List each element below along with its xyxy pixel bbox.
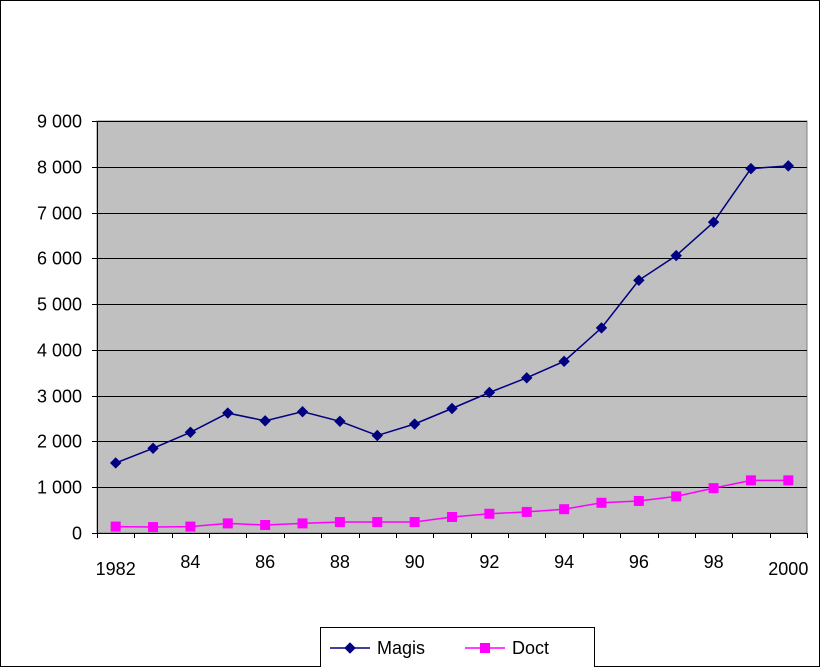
legend-label: Doct bbox=[512, 638, 549, 658]
data-point bbox=[480, 643, 490, 653]
data-point bbox=[521, 372, 533, 384]
y-tick-label: 8 000 bbox=[37, 158, 82, 178]
data-point bbox=[707, 216, 720, 228]
y-tick-label: 3 000 bbox=[37, 387, 82, 407]
data-point bbox=[184, 426, 197, 438]
data-point bbox=[408, 418, 421, 430]
axes: 0 1 000 2 000 3 000 4 000 5 000 6 000 7 000 8 00… bbox=[37, 112, 808, 580]
legend-item-doct: Doct bbox=[465, 638, 549, 658]
data-point bbox=[484, 508, 495, 519]
data-point bbox=[222, 518, 233, 529]
data-point bbox=[446, 402, 458, 415]
y-tick-label: 1 000 bbox=[37, 478, 82, 498]
data-point bbox=[782, 160, 795, 172]
data-point bbox=[109, 457, 122, 469]
data-point bbox=[148, 522, 159, 533]
x-tick-label: 86 bbox=[255, 552, 275, 572]
data-point bbox=[671, 491, 682, 502]
data-point bbox=[296, 405, 309, 418]
x-tick-label: 90 bbox=[405, 552, 425, 572]
y-tick-label: 2 000 bbox=[37, 432, 82, 452]
data-point bbox=[110, 521, 121, 532]
data-point bbox=[558, 355, 570, 368]
y-tick-label: 0 bbox=[72, 524, 82, 544]
data-point bbox=[596, 497, 607, 508]
y-tick-label: 6 000 bbox=[37, 249, 82, 269]
y-tick-label: 9 000 bbox=[37, 112, 82, 132]
series-magis bbox=[109, 160, 795, 469]
data-point bbox=[297, 518, 308, 529]
data-point bbox=[222, 407, 234, 419]
data-point bbox=[708, 483, 719, 494]
data-point bbox=[372, 517, 383, 528]
data-point bbox=[745, 162, 757, 175]
gridlines bbox=[97, 121, 807, 488]
data-point bbox=[633, 495, 644, 506]
data-point bbox=[745, 475, 756, 486]
data-point bbox=[409, 517, 420, 528]
data-point bbox=[334, 415, 346, 428]
y-tick-label: 4 000 bbox=[37, 341, 82, 361]
data-point bbox=[371, 429, 383, 442]
x-tick-label: 96 bbox=[629, 552, 649, 572]
legend: Magis Doct bbox=[320, 627, 595, 667]
data-point bbox=[260, 519, 271, 530]
series bbox=[109, 160, 795, 533]
data-point bbox=[185, 521, 196, 532]
x-tick-label: 1982 bbox=[96, 559, 136, 579]
y-tick-label: 7 000 bbox=[37, 204, 82, 224]
x-tick-label: 88 bbox=[330, 552, 350, 572]
legend-item-magis: Magis bbox=[330, 638, 425, 658]
data-point bbox=[559, 504, 570, 515]
y-tick-label: 5 000 bbox=[37, 295, 82, 315]
data-point bbox=[483, 386, 496, 399]
data-point bbox=[147, 442, 159, 455]
data-point bbox=[595, 322, 608, 334]
x-tick-label: 2000 bbox=[768, 559, 808, 579]
data-point bbox=[344, 642, 356, 654]
data-point bbox=[447, 511, 457, 522]
x-tick-label: 94 bbox=[554, 552, 574, 572]
x-tick-label: 84 bbox=[180, 552, 200, 572]
legend-label: Magis bbox=[377, 638, 425, 658]
plot-area bbox=[96, 120, 808, 534]
x-tick-label: 92 bbox=[479, 552, 499, 572]
data-point bbox=[633, 274, 645, 287]
x-tick-label: 98 bbox=[704, 552, 724, 572]
data-point bbox=[521, 506, 532, 517]
data-point bbox=[259, 415, 271, 427]
data-point bbox=[670, 249, 682, 262]
series-doct bbox=[110, 475, 794, 533]
data-point bbox=[783, 475, 794, 486]
data-point bbox=[334, 517, 345, 528]
